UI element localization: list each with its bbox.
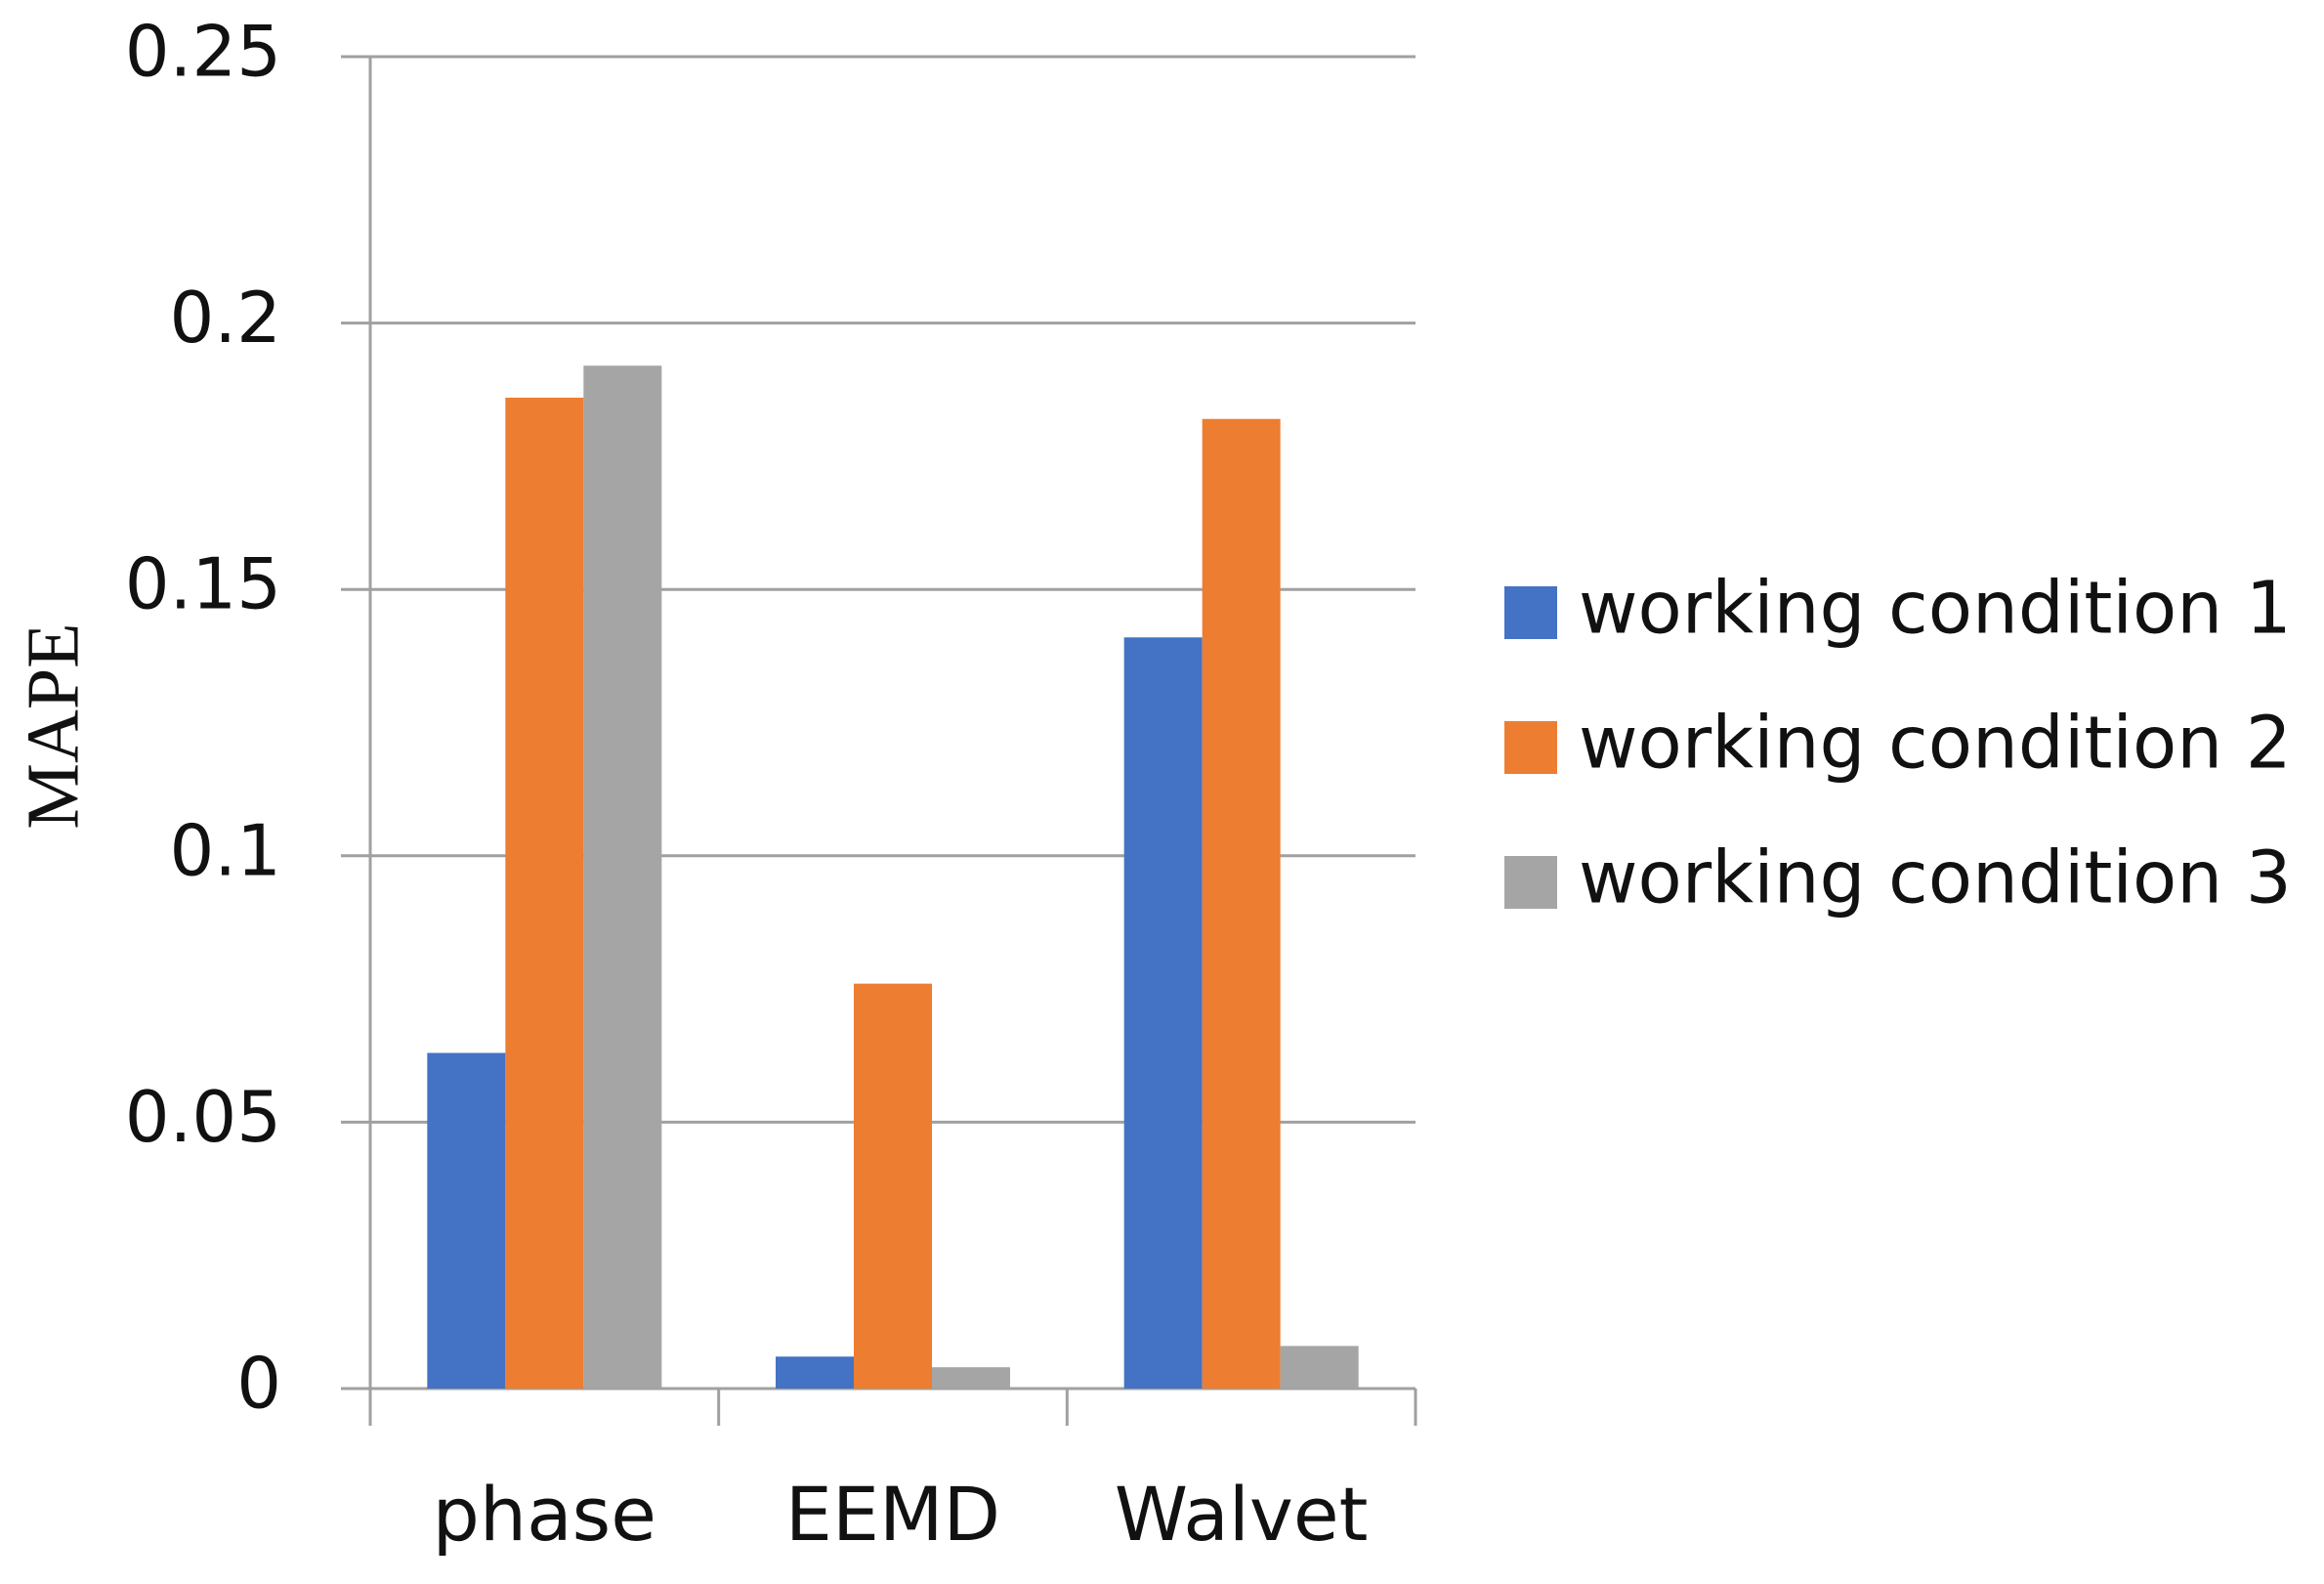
bar — [776, 1356, 854, 1389]
y-tick-label: 0.05 — [125, 1076, 281, 1158]
x-tick-label: EEMD — [785, 1471, 1000, 1558]
legend-label: working condition 2 — [1579, 702, 2292, 786]
legend-swatch — [1504, 721, 1557, 774]
legend-label: working condition 3 — [1579, 836, 2292, 920]
bar — [1123, 637, 1203, 1389]
bar — [1280, 1346, 1359, 1389]
y-tick-label: 0.2 — [169, 277, 281, 359]
y-axis-label: MAPE — [12, 622, 94, 829]
bar — [427, 1052, 506, 1389]
y-tick-label: 0.25 — [125, 11, 281, 93]
x-tick-label: Walvet — [1115, 1471, 1369, 1558]
legend-swatch — [1504, 856, 1557, 909]
legend-label: working condition 1 — [1579, 567, 2292, 651]
y-tick-label: 0 — [236, 1343, 281, 1425]
x-tick-label: phase — [433, 1471, 656, 1558]
bar — [932, 1367, 1010, 1389]
y-tick-label: 0.15 — [125, 543, 281, 625]
bar — [505, 397, 584, 1390]
bar — [583, 365, 662, 1389]
legend-swatch — [1504, 586, 1557, 639]
y-tick-label: 0.1 — [169, 809, 281, 891]
bar — [854, 983, 932, 1389]
bar — [1202, 418, 1281, 1390]
